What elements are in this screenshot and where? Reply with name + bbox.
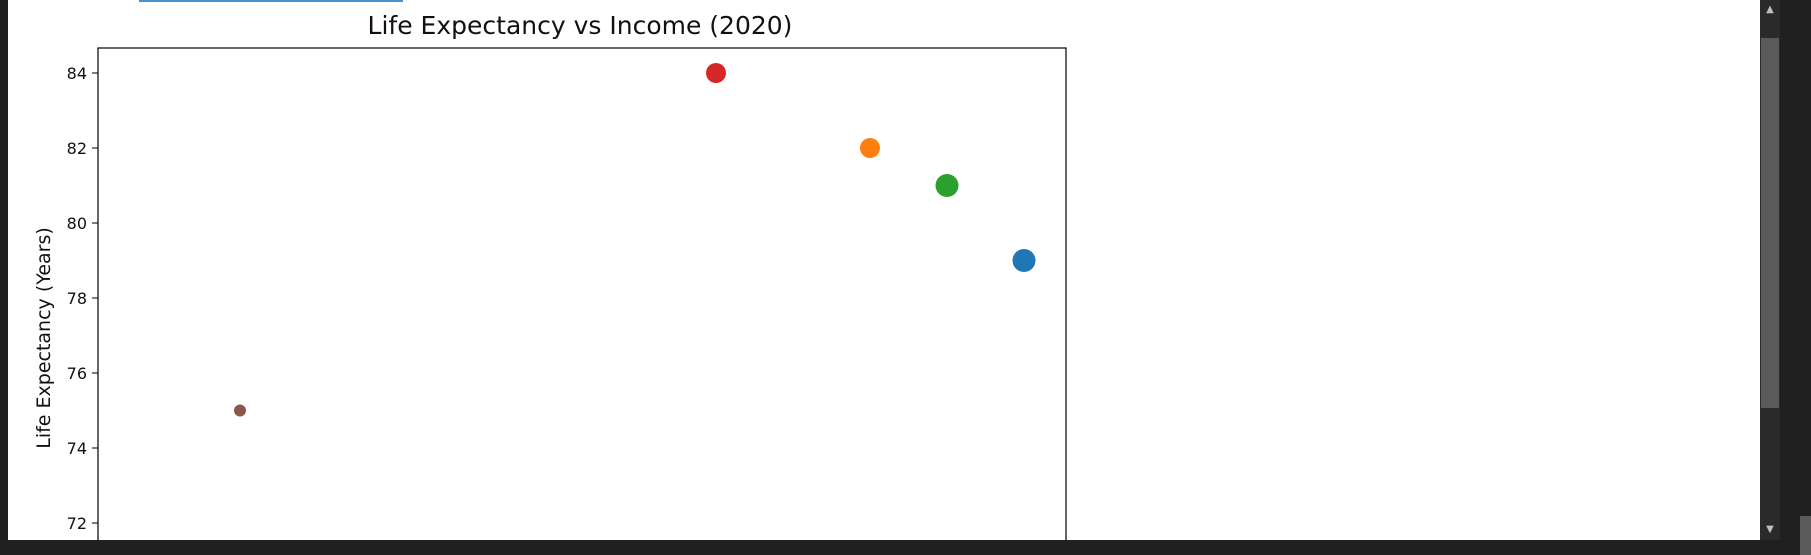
y-axis-label: Life Expectancy (Years) (33, 227, 55, 449)
data-point (706, 63, 726, 83)
output-panel: Life Expectancy vs Income (2020) Life Ex… (8, 0, 1760, 540)
y-tick-label: 78 (67, 289, 87, 308)
y-tick-label: 74 (67, 439, 87, 458)
scroll-down-icon[interactable]: ▼ (1766, 524, 1774, 535)
y-tick-label: 76 (67, 364, 87, 383)
data-point (1012, 249, 1036, 272)
data-point (860, 138, 880, 158)
y-axis-ticks: 72 74 76 78 80 82 84 (67, 64, 98, 533)
y-tick-label: 80 (67, 214, 87, 233)
link-underline (139, 0, 403, 2)
y-tick-label: 72 (67, 514, 87, 533)
chart-title: Life Expectancy vs Income (2020) (368, 11, 793, 40)
outer-scrollbar-thumb[interactable] (1800, 516, 1811, 555)
scroll-up-icon[interactable]: ▲ (1766, 4, 1774, 15)
data-points (234, 63, 1036, 417)
y-tick-label: 84 (67, 64, 87, 83)
plot-frame (97, 47, 1067, 540)
scrollbar-thumb[interactable] (1761, 38, 1779, 408)
y-tick-label: 82 (67, 139, 87, 158)
data-point (234, 404, 246, 417)
scatter-chart: Life Expectancy vs Income (2020) Life Ex… (33, 11, 1067, 540)
data-point (935, 174, 959, 197)
